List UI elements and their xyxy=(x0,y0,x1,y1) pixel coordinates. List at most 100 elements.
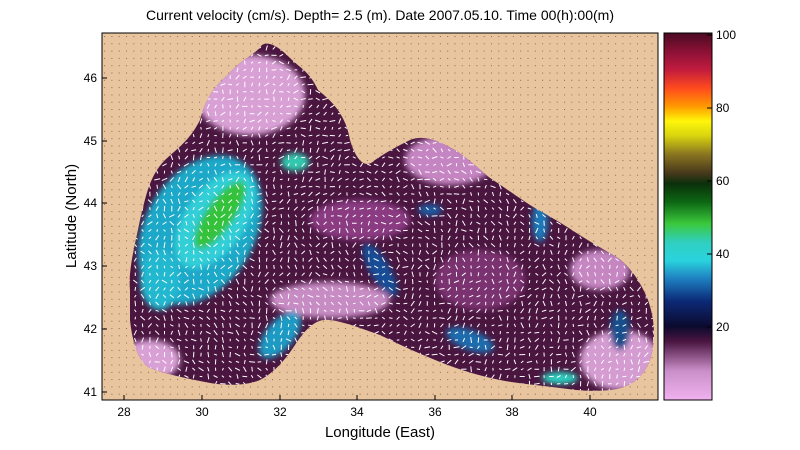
velocity-arrow xyxy=(374,200,379,203)
velocity-arrow xyxy=(258,98,261,100)
velocity-arrow xyxy=(395,229,402,232)
velocity-arrow xyxy=(198,316,204,320)
velocity-arrow xyxy=(272,258,276,262)
velocity-arrow xyxy=(601,301,604,306)
velocity-arrow xyxy=(229,272,232,277)
velocity-arrow xyxy=(425,191,429,197)
velocity-arrow xyxy=(579,300,582,307)
velocity-arrow xyxy=(345,286,349,292)
velocity-arrow xyxy=(278,227,284,234)
velocity-arrow xyxy=(163,249,166,256)
velocity-arrow xyxy=(476,353,481,356)
velocity-arrow xyxy=(308,118,313,124)
velocity-arrow xyxy=(528,250,531,255)
velocity-arrow xyxy=(206,301,210,306)
velocity-arrow xyxy=(229,322,232,328)
velocity-arrow xyxy=(571,302,575,305)
velocity-arrow xyxy=(272,112,276,116)
velocity-arrow xyxy=(221,220,224,226)
velocity-arrow xyxy=(388,214,394,218)
velocity-arrow xyxy=(250,251,254,254)
velocity-arrow xyxy=(462,184,466,189)
velocity-arrow xyxy=(506,220,509,226)
velocity-arrow xyxy=(264,271,269,277)
velocity-arrow xyxy=(155,352,159,357)
velocity-arrow xyxy=(572,272,575,277)
velocity-arrow xyxy=(528,214,531,218)
velocity-arrow xyxy=(586,374,590,379)
velocity-arrow xyxy=(578,316,583,321)
velocity-arrow xyxy=(286,272,291,277)
velocity-arrow xyxy=(499,287,502,291)
velocity-arrow xyxy=(272,308,276,313)
velocity-arrow xyxy=(381,330,386,335)
velocity-arrow xyxy=(176,170,182,174)
velocity-arrow xyxy=(418,280,422,283)
velocity-arrow xyxy=(264,279,269,285)
velocity-arrow xyxy=(329,120,336,122)
velocity-arrow xyxy=(192,367,196,371)
velocity-arrow xyxy=(403,185,408,189)
velocity-arrow xyxy=(242,331,247,334)
velocity-arrow xyxy=(264,353,270,356)
velocity-arrow xyxy=(169,286,174,292)
velocity-arrow xyxy=(455,213,458,219)
velocity-arrow xyxy=(578,250,583,255)
velocity-arrow xyxy=(484,221,488,225)
velocity-arrow xyxy=(257,236,261,240)
velocity-arrow xyxy=(637,359,641,365)
velocity-arrow xyxy=(352,171,356,174)
velocity-arrow xyxy=(307,206,314,211)
velocity-arrow xyxy=(315,185,321,188)
velocity-arrow xyxy=(600,367,605,371)
velocity-arrow xyxy=(243,317,247,319)
velocity-arrow xyxy=(177,316,181,320)
velocity-arrow xyxy=(315,301,320,306)
velocity-arrow xyxy=(512,213,517,219)
velocity-arrow xyxy=(476,243,480,247)
velocity-arrow xyxy=(287,214,290,218)
velocity-arrow xyxy=(491,374,495,379)
velocity-arrow xyxy=(395,287,401,291)
velocity-arrow xyxy=(417,257,423,262)
velocity-arrow xyxy=(425,310,429,312)
velocity-arrow xyxy=(359,288,364,290)
velocity-arrow xyxy=(257,271,261,278)
velocity-arrow xyxy=(250,272,254,277)
velocity-arrow xyxy=(243,177,247,182)
velocity-arrow xyxy=(454,185,459,188)
velocity-arrow xyxy=(170,265,174,269)
x-tick-label: 32 xyxy=(273,405,287,419)
velocity-arrow xyxy=(396,148,400,153)
velocity-arrow xyxy=(557,322,560,329)
velocity-arrow xyxy=(572,279,575,284)
velocity-arrow xyxy=(557,309,561,313)
velocity-arrow xyxy=(176,184,182,190)
velocity-arrow xyxy=(206,337,210,343)
velocity-arrow xyxy=(227,98,234,101)
velocity-arrow xyxy=(206,323,211,328)
velocity-arrow xyxy=(192,242,195,248)
velocity-arrow xyxy=(417,338,423,342)
velocity-arrow xyxy=(396,176,400,183)
velocity-arrow xyxy=(528,345,531,349)
velocity-arrow xyxy=(199,118,203,124)
velocity-arrow xyxy=(366,294,372,299)
velocity-arrow xyxy=(183,279,189,284)
velocity-arrow xyxy=(484,243,488,248)
velocity-arrow xyxy=(431,243,438,247)
velocity-arrow xyxy=(162,294,167,298)
velocity-arrow xyxy=(499,228,502,233)
velocity-arrow xyxy=(264,228,270,233)
velocity-arrow xyxy=(424,140,430,145)
velocity-arrow xyxy=(484,316,487,320)
velocity-arrow xyxy=(133,329,137,336)
velocity-arrow xyxy=(462,265,466,269)
velocity-arrow xyxy=(251,82,254,87)
velocity-arrow xyxy=(433,220,436,226)
velocity-arrow xyxy=(469,287,473,291)
velocity-arrow xyxy=(329,148,336,153)
velocity-arrow xyxy=(520,258,524,261)
velocity-arrow xyxy=(258,133,261,138)
velocity-arrow xyxy=(549,309,554,312)
